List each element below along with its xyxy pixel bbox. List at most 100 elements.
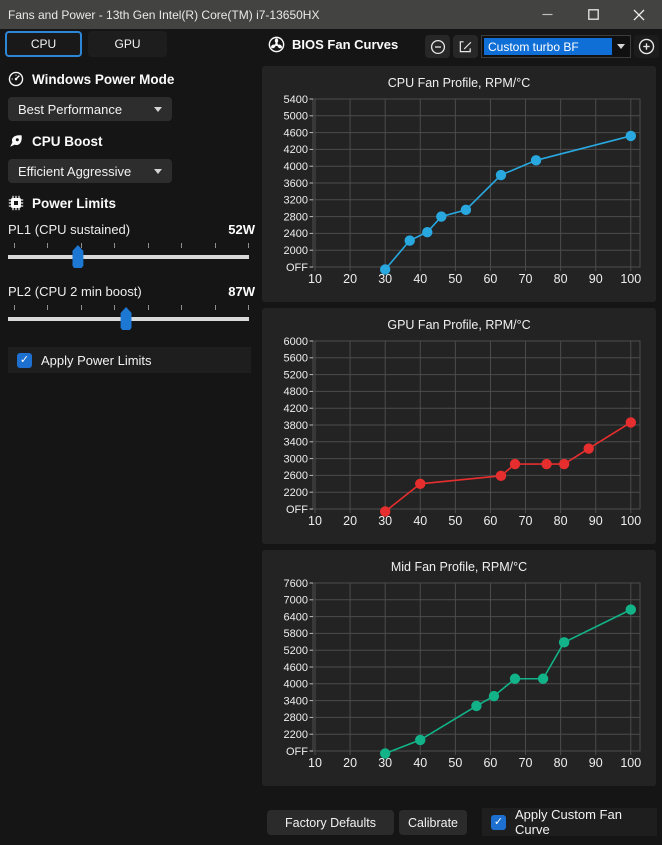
remove-preset-button[interactable] xyxy=(425,35,450,58)
fan-curve-point[interactable] xyxy=(404,235,415,246)
fan-curve-point[interactable] xyxy=(379,264,391,275)
preset-combobox[interactable]: Custom turbo BF xyxy=(481,35,631,58)
gauge-icon xyxy=(8,71,24,87)
svg-text:30: 30 xyxy=(378,272,392,286)
combo-arrow[interactable] xyxy=(612,36,630,57)
fan-chart: CPU Fan Profile, RPM/°C OFF 2000 2400 2800 32… xyxy=(284,76,642,286)
svg-text:2800: 2800 xyxy=(284,211,308,223)
svg-text:7600: 7600 xyxy=(284,578,308,590)
svg-text:3400: 3400 xyxy=(284,437,308,449)
pl2-slider[interactable] xyxy=(8,305,249,331)
svg-text:4200: 4200 xyxy=(284,403,308,415)
svg-text:2200: 2200 xyxy=(284,729,308,741)
svg-text:10: 10 xyxy=(308,272,322,286)
fan-curve-point[interactable] xyxy=(541,458,552,470)
svg-text:50: 50 xyxy=(448,514,462,528)
fan-chart-card: CPU Fan Profile, RPM/°C OFF 2000 2400 2800 32… xyxy=(262,66,656,302)
minimize-button[interactable] xyxy=(524,0,570,29)
svg-text:90: 90 xyxy=(589,514,603,528)
svg-text:20: 20 xyxy=(343,272,357,286)
fan-curve-point[interactable] xyxy=(558,637,570,648)
fan-curve-point[interactable] xyxy=(530,155,542,166)
pl1-slider-thumb[interactable] xyxy=(72,245,84,268)
rocket-icon xyxy=(10,135,22,147)
apply-custom-fan-curve[interactable]: ✓ Apply Custom Fan Curve xyxy=(482,807,657,837)
pl2-slider-thumb[interactable] xyxy=(120,307,132,330)
fan-curve-point[interactable] xyxy=(415,734,426,746)
svg-text:100: 100 xyxy=(620,272,641,286)
power-limits-section: Power Limits xyxy=(8,195,116,211)
rename-preset-button[interactable] xyxy=(453,35,478,58)
apply-power-limits-checkbox[interactable]: ✓ xyxy=(17,352,32,368)
pl2-label: PL2 (CPU 2 min boost) xyxy=(8,284,142,299)
svg-text:5200: 5200 xyxy=(284,369,308,381)
svg-text:60: 60 xyxy=(483,756,497,770)
svg-text:2000: 2000 xyxy=(284,245,308,257)
calibrate-button[interactable]: Calibrate xyxy=(399,810,467,835)
svg-text:3800: 3800 xyxy=(284,420,308,432)
fan-curve-point[interactable] xyxy=(379,506,391,517)
power-mode-label: Windows Power Mode xyxy=(32,71,175,87)
svg-text:100: 100 xyxy=(620,756,641,770)
edit-icon xyxy=(459,41,472,53)
tab-cpu[interactable]: CPU xyxy=(5,31,82,57)
fan-curve-point[interactable] xyxy=(495,169,507,181)
fan-curve-point[interactable] xyxy=(471,700,482,712)
apply-custom-fan-curve-label: Apply Custom Fan Curve xyxy=(515,807,622,837)
svg-text:60: 60 xyxy=(483,514,497,528)
fan-curve-point[interactable] xyxy=(495,470,507,482)
fan-curve-point[interactable] xyxy=(460,204,472,216)
titlebar: Fans and Power - 13th Gen Intel(R) Core(… xyxy=(0,0,662,29)
svg-text:70: 70 xyxy=(519,272,533,286)
maximize-button[interactable] xyxy=(570,0,616,29)
fan-chart-card: GPU Fan Profile, RPM/°C OFF 2200 2600 3000 34… xyxy=(262,308,656,544)
svg-text:2600: 2600 xyxy=(284,470,308,482)
svg-text:5200: 5200 xyxy=(284,645,308,657)
fan-curve-point[interactable] xyxy=(583,443,594,454)
fan-curves-title: BIOS Fan Curves xyxy=(292,37,399,52)
fan-curve-point[interactable] xyxy=(436,211,447,222)
fan-curve-point[interactable] xyxy=(509,673,521,684)
fan-charts: CPU Fan Profile, RPM/°C OFF 2000 2400 2800 32… xyxy=(262,66,656,792)
chart-title: GPU Fan Profile, RPM/°C xyxy=(387,318,530,332)
apply-power-limits[interactable]: ✓ Apply Power Limits xyxy=(8,347,251,373)
fan-curve-point[interactable] xyxy=(537,673,549,684)
chevron-down-icon xyxy=(154,106,162,112)
close-button[interactable] xyxy=(616,0,662,29)
fan-curve-point[interactable] xyxy=(379,748,391,759)
pl1-slider-track[interactable] xyxy=(8,255,249,259)
cpu-boost-label: CPU Boost xyxy=(32,133,103,149)
svg-text:20: 20 xyxy=(343,756,357,770)
fan-curve-point[interactable] xyxy=(558,458,570,470)
apply-custom-fan-curve-checkbox[interactable]: ✓ xyxy=(491,814,506,830)
maximize-icon xyxy=(587,9,599,20)
fan-chart: Mid Fan Profile, RPM/°C OFF 2200 2800 3400 40… xyxy=(284,560,642,770)
pl1-slider[interactable] xyxy=(8,243,249,269)
factory-defaults-button[interactable]: Factory Defaults xyxy=(267,810,394,835)
chart-title: CPU Fan Profile, RPM/°C xyxy=(388,76,531,90)
pl1-value: 52W xyxy=(228,222,255,237)
tab-gpu[interactable]: GPU xyxy=(88,31,167,57)
chart-title: Mid Fan Profile, RPM/°C xyxy=(391,560,527,574)
fan-curve-point[interactable] xyxy=(488,690,500,702)
tab-cpu-label: CPU xyxy=(30,37,57,51)
preset-selected-text: Custom turbo BF xyxy=(484,38,612,55)
cpu-boost-dropdown[interactable]: Efficient Aggressive xyxy=(8,159,172,183)
svg-text:3600: 3600 xyxy=(284,178,308,190)
pl2-value: 87W xyxy=(228,284,255,299)
fan-curve-point[interactable] xyxy=(625,417,636,428)
svg-text:2400: 2400 xyxy=(284,228,308,240)
add-preset-button[interactable] xyxy=(634,35,659,58)
fan-curve-point[interactable] xyxy=(625,604,636,615)
fan-curve-point[interactable] xyxy=(415,478,426,489)
svg-text:4000: 4000 xyxy=(284,161,308,173)
fan-curve-point[interactable] xyxy=(422,226,433,238)
fan-curve-point[interactable] xyxy=(625,130,636,142)
power-mode-dropdown[interactable]: Best Performance xyxy=(8,97,172,121)
svg-text:80: 80 xyxy=(554,272,568,286)
svg-text:40: 40 xyxy=(413,514,427,528)
slider-ticks xyxy=(14,305,249,310)
fan-curve-point[interactable] xyxy=(509,458,521,470)
svg-text:5800: 5800 xyxy=(284,628,308,640)
